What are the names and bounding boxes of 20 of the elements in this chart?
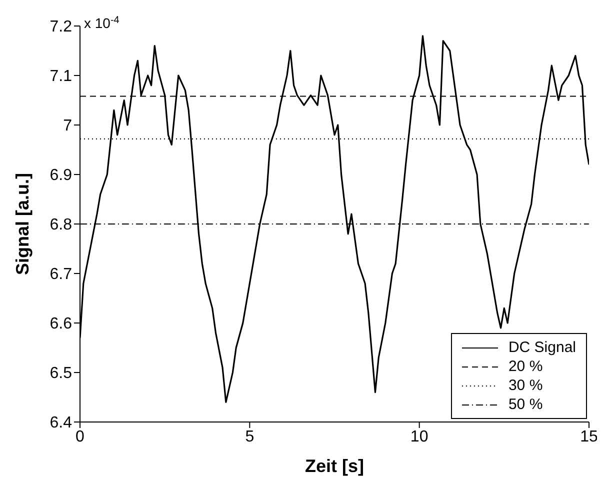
y-tick-label: 6.5: [50, 365, 72, 382]
x-tick-label: 5: [245, 428, 254, 446]
y-tick-label: 7.1: [50, 68, 72, 86]
y-axis-title: Signal [a.u.]: [12, 172, 32, 276]
y-tick-label: 6.9: [50, 167, 72, 184]
legend-label: DC Signal: [508, 338, 576, 357]
y-tick-label: 6.7: [50, 266, 72, 284]
y-tick-label: 7.2: [50, 18, 72, 36]
y-tick-label: 7: [63, 118, 72, 135]
annotation: x 10$^{-4}$: [84, 14, 120, 31]
y-tick-label: 6.8: [50, 216, 72, 234]
legend-label: 30 %: [508, 376, 543, 395]
x-tick-label: 0: [76, 428, 85, 446]
x-tick-label: 10: [410, 428, 428, 446]
legend-label: 20 %: [508, 357, 543, 376]
x-axis-title: Zeit [s]: [304, 456, 364, 476]
y-tick-label: 6.6: [50, 316, 72, 333]
y-tick-label: 6.4: [50, 414, 72, 432]
x-tick-label: 15: [580, 428, 598, 446]
legend-label: 50 %: [508, 395, 543, 414]
